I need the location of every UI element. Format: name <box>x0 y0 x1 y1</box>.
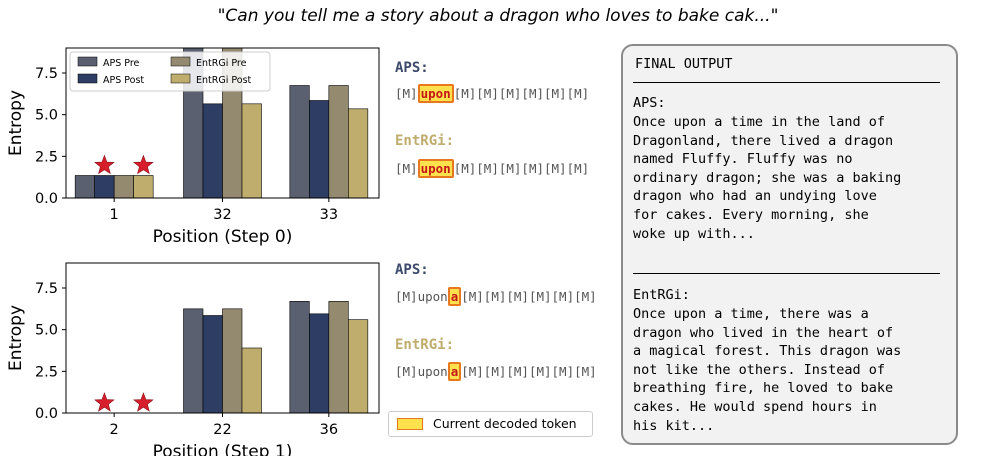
bar-aps-post-32 <box>202 103 223 198</box>
bar-aps-post-36 <box>309 313 330 413</box>
legend-label: EntRGi Pre <box>196 58 247 69</box>
x-axis-label: Position (Step 0) <box>153 227 293 247</box>
seq-step0-aps-after: [M][M][M][M][M][M] <box>453 86 590 101</box>
star-marker-1 <box>133 392 154 412</box>
legend-swatch <box>77 56 98 67</box>
x-tick-label: 36 <box>320 422 338 438</box>
x-tick-label: 2 <box>110 422 119 438</box>
legend-box <box>69 51 271 92</box>
seq-step1-aps-label: APS: <box>395 262 429 278</box>
seq-step1-entrgi: [M]upon a [M][M][M][M][M][M] <box>395 362 597 381</box>
bar-entrgi-pre-22 <box>222 308 243 413</box>
x-tick-label: 33 <box>320 207 338 223</box>
seq-step0-aps-label: APS: <box>395 60 429 76</box>
entrgi-output-heading: EntRGi: <box>633 287 690 303</box>
seq-step0-entrgi: [M] upon [M][M][M][M][M][M] <box>395 159 590 178</box>
bar-entrgi-post-36 <box>348 319 369 413</box>
y-tick-label: 5.0 <box>35 108 58 124</box>
seq-step1-entrgi-token: a <box>447 362 462 381</box>
final-output-divider-top <box>633 82 940 83</box>
bar-aps-pre-33 <box>289 85 310 198</box>
aps-output-text: Once upon a time in the land of Dragonla… <box>633 114 902 242</box>
legend-label: APS Post <box>103 75 144 86</box>
y-tick-label: 7.5 <box>35 281 58 297</box>
seq-step0-entrgi-after: [M][M][M][M][M][M] <box>453 161 590 176</box>
token-legend-swatch <box>397 418 423 430</box>
star-marker-0 <box>94 154 115 175</box>
y-tick-label: 2.5 <box>35 364 58 380</box>
y-tick-label: 0.0 <box>35 406 58 422</box>
bars-group <box>183 301 369 413</box>
x-axis-label: Position (Step 1) <box>153 442 293 456</box>
bar-entrgi-post-33 <box>348 108 369 198</box>
y-tick-label: 2.5 <box>35 149 58 165</box>
aps-output-heading: APS: <box>633 95 666 111</box>
y-tick-label: 5.0 <box>35 323 58 339</box>
chart-legend: APS Pre APS Post EntRGi Pre EntRGi Post <box>69 51 271 92</box>
legend-swatch <box>170 73 191 84</box>
entropy-chart-step0: 0.0 2.5 5.0 7.5 1 32 33 Position (Step 0) Entrop… <box>6 47 380 247</box>
y-axis-label: Entropy <box>6 90 26 156</box>
seq-step0-aps-before: [M] <box>395 86 418 101</box>
token-legend-label: Current decoded token <box>433 416 577 431</box>
bar-aps-post-22 <box>202 315 223 413</box>
seq-step0-aps-token: upon <box>417 84 454 103</box>
entrgi-output-text: Once upon a time, there was a dragon who… <box>633 306 902 434</box>
seq-step0-entrgi-before: [M] <box>395 161 418 176</box>
bar-entrgi-pre-36 <box>328 301 349 413</box>
seq-step1-aps: [M]upon a [M][M][M][M][M][M] <box>395 287 597 306</box>
bars-group <box>74 48 369 198</box>
seq-step0-aps: [M] upon [M][M][M][M][M][M] <box>395 84 590 103</box>
seq-step1-aps-before: [M]upon <box>395 289 448 304</box>
seq-step1-entrgi-label: EntRGi: <box>395 337 455 353</box>
bar-entrgi-pre-1 <box>113 175 134 198</box>
bar-entrgi-pre-33 <box>328 85 349 198</box>
seq-step1-entrgi-before: [M]upon <box>395 364 448 379</box>
y-tick-label: 0.0 <box>35 191 58 207</box>
bar-aps-pre-1 <box>74 175 95 198</box>
seq-step1-aps-token: a <box>447 287 462 306</box>
bar-aps-post-1 <box>94 175 115 198</box>
legend-swatch <box>77 73 98 84</box>
star-marker-0 <box>94 392 115 412</box>
star-marker-1 <box>133 154 154 175</box>
bar-entrgi-post-1 <box>133 175 154 198</box>
y-tick-label: 7.5 <box>35 66 58 82</box>
prompt-title: "Can you tell me a story about a dragon … <box>217 6 779 26</box>
seq-step1-entrgi-after: [M][M][M][M][M][M] <box>461 364 597 379</box>
legend-label: APS Pre <box>103 58 140 69</box>
token-legend: Current decoded token <box>388 411 593 437</box>
bar-aps-post-33 <box>309 100 330 198</box>
x-tick-label: 22 <box>213 422 231 438</box>
y-axis-label: Entropy <box>6 305 26 371</box>
seq-step0-entrgi-label: EntRGi: <box>395 133 455 149</box>
bar-entrgi-post-22 <box>241 347 262 413</box>
final-output-divider-mid <box>633 273 940 274</box>
bar-entrgi-post-32 <box>241 103 262 198</box>
x-tick-label: 1 <box>110 207 119 223</box>
final-output-panel: FINAL OUTPUT APS: Once upon a time in th… <box>621 44 958 445</box>
bar-aps-pre-36 <box>289 301 310 413</box>
final-output-title: FINAL OUTPUT <box>635 56 733 72</box>
legend-swatch <box>170 56 191 67</box>
bar-aps-pre-22 <box>183 308 204 413</box>
x-tick-label: 32 <box>213 207 231 223</box>
legend-label: EntRGi Post <box>196 75 252 86</box>
seq-step0-entrgi-token: upon <box>417 159 454 178</box>
seq-step1-aps-after: [M][M][M][M][M][M] <box>461 289 597 304</box>
